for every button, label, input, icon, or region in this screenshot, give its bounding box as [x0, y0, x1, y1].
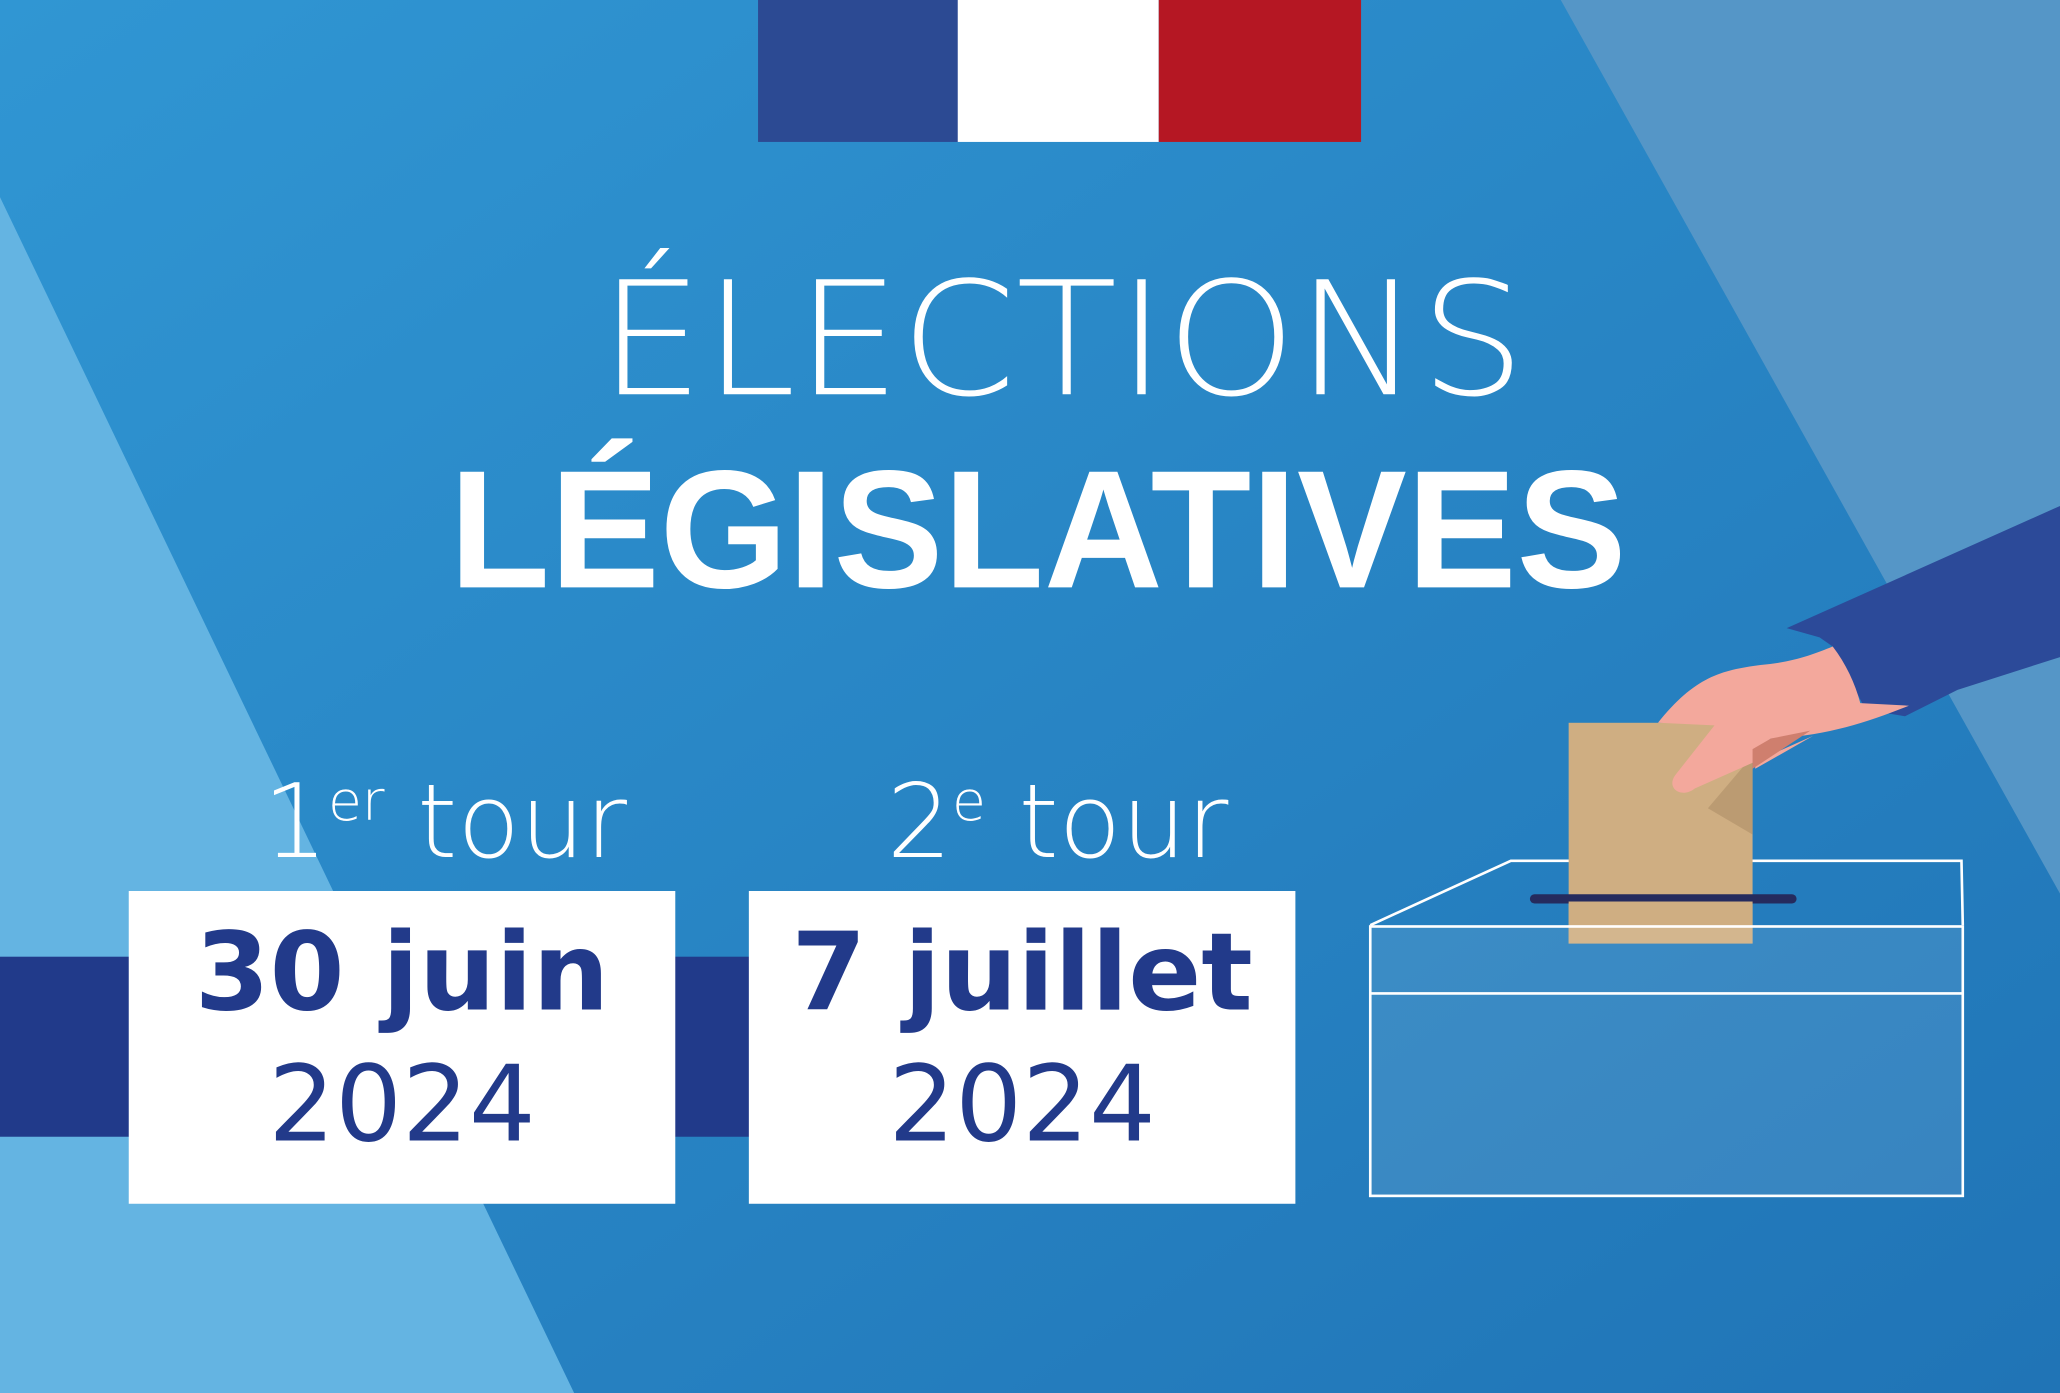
- round2-word: tour: [1019, 763, 1230, 882]
- round2-suffix: e: [952, 770, 986, 834]
- round1-number: 1: [263, 763, 328, 882]
- round1-word: tour: [417, 763, 628, 882]
- round1-suffix: er: [328, 770, 385, 834]
- round2-number: 2: [887, 763, 952, 882]
- round1-date: 30 juin: [195, 910, 610, 1035]
- round2-label: 2e tour: [887, 763, 1229, 882]
- hand-casting-ballot-into-box-icon: [1368, 505, 2060, 1198]
- round2-date-card: [748, 890, 1296, 1204]
- hand: [1657, 646, 1909, 793]
- round2-year: 2024: [888, 1043, 1155, 1166]
- round1-year: 2024: [268, 1043, 535, 1166]
- ballot-box: [1368, 925, 1965, 1198]
- round1-label: 1er tour: [263, 763, 628, 882]
- french-flag-icon: [758, 0, 1362, 142]
- sleeve: [1786, 505, 2060, 717]
- round2-date: 7 juillet: [791, 910, 1252, 1035]
- title-line2: LÉGISLATIVES: [449, 435, 1626, 623]
- title-line1: ÉLECTIONS: [599, 248, 1525, 432]
- round1-date-card: [128, 890, 676, 1204]
